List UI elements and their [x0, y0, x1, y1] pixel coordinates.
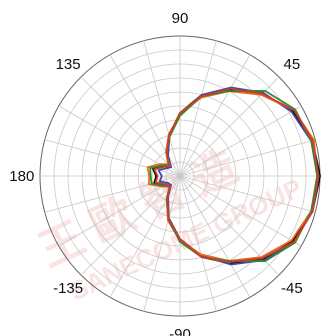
angle-tick-label: -135 [53, 280, 83, 297]
grid-spoke [179, 54, 251, 177]
series-line [157, 86, 320, 266]
grid-spoke [44, 139, 181, 177]
series-line [153, 87, 320, 263]
polar-grid [39, 35, 321, 317]
grid-spoke [179, 139, 316, 177]
angle-tick-label: 90 [172, 10, 189, 27]
series-layer [146, 86, 321, 266]
grid-spoke [143, 175, 181, 312]
angle-tick-label: -90 [169, 326, 191, 336]
angle-tick-label: 180 [9, 168, 34, 185]
grid-spoke [179, 175, 316, 213]
grid-spoke [179, 175, 302, 247]
grid-spoke [179, 105, 302, 177]
grid-spoke [179, 175, 217, 312]
grid-spoke [80, 76, 181, 177]
grid-spoke [58, 175, 181, 247]
series-line [152, 89, 321, 265]
grid-spoke [179, 40, 217, 177]
angle-tick-label: 45 [284, 56, 301, 73]
angle-tick-label: 135 [56, 56, 81, 73]
grid-spoke [179, 175, 251, 298]
angle-tick-label: -45 [281, 280, 303, 297]
grid-spoke [80, 175, 181, 276]
grid-spoke [143, 40, 181, 177]
series-line [149, 90, 319, 262]
